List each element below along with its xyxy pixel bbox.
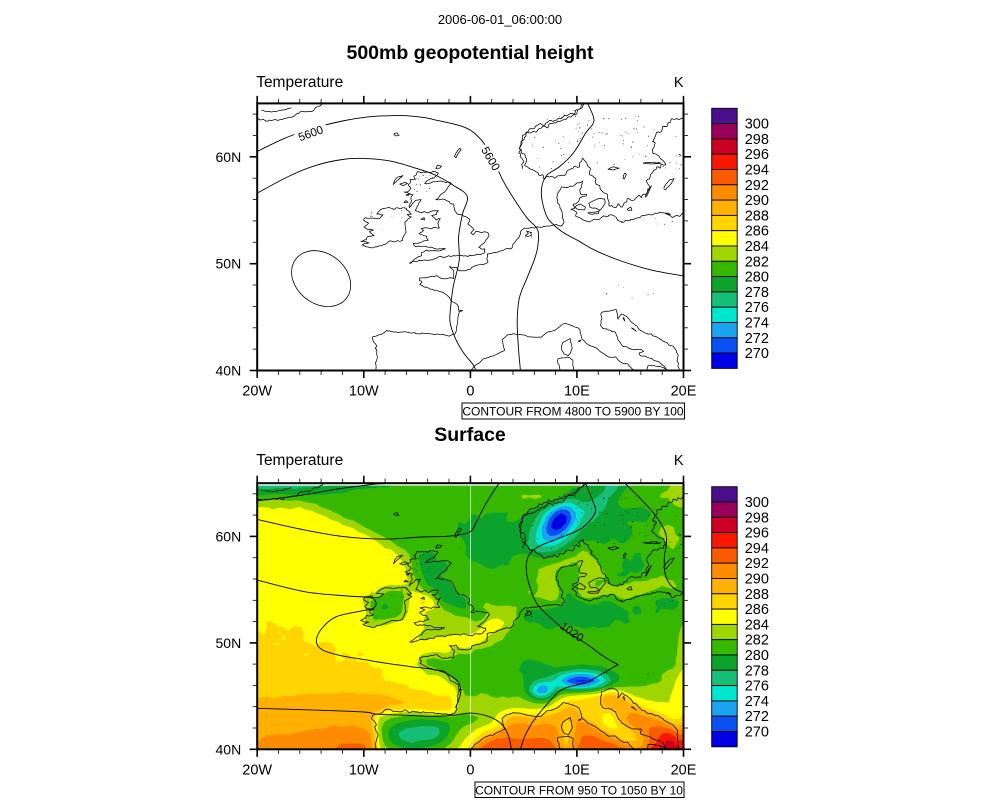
svg-text:282: 282 <box>745 254 769 270</box>
svg-text:292: 292 <box>745 178 769 194</box>
svg-text:274: 274 <box>745 694 769 710</box>
svg-text:270: 270 <box>745 725 769 741</box>
svg-text:282: 282 <box>745 633 769 649</box>
svg-text:CONTOUR FROM 950 TO 1050 BY 10: CONTOUR FROM 950 TO 1050 BY 10 <box>475 784 683 798</box>
svg-text:286: 286 <box>745 224 769 240</box>
svg-text:298: 298 <box>745 132 769 148</box>
svg-text:276: 276 <box>745 300 769 316</box>
svg-text:278: 278 <box>745 663 769 679</box>
svg-text:288: 288 <box>745 208 769 224</box>
svg-text:60N: 60N <box>216 149 242 165</box>
svg-text:Temperature: Temperature <box>256 74 343 91</box>
svg-text:284: 284 <box>745 617 769 633</box>
svg-text:10E: 10E <box>564 384 590 400</box>
svg-text:296: 296 <box>745 526 769 542</box>
svg-text:294: 294 <box>745 541 769 557</box>
svg-text:0: 0 <box>466 762 474 778</box>
svg-text:284: 284 <box>745 239 769 255</box>
svg-text:K: K <box>674 75 684 91</box>
svg-text:40N: 40N <box>216 363 242 379</box>
svg-text:2006-06-01_06:00:00: 2006-06-01_06:00:00 <box>438 12 562 27</box>
svg-text:50N: 50N <box>216 256 242 272</box>
svg-text:20W: 20W <box>242 384 272 400</box>
svg-text:290: 290 <box>745 572 769 588</box>
svg-text:60N: 60N <box>216 528 242 544</box>
svg-text:292: 292 <box>745 556 769 572</box>
svg-text:40N: 40N <box>216 741 242 757</box>
svg-text:10W: 10W <box>349 384 379 400</box>
svg-text:294: 294 <box>745 163 769 179</box>
svg-text:K: K <box>674 453 684 469</box>
svg-text:286: 286 <box>745 602 769 618</box>
svg-text:296: 296 <box>745 147 769 163</box>
svg-text:500mb geopotential height: 500mb geopotential height <box>346 42 594 64</box>
svg-text:10E: 10E <box>564 762 590 778</box>
svg-text:CONTOUR FROM 4800 TO 5900 BY 1: CONTOUR FROM 4800 TO 5900 BY 100 <box>462 405 684 419</box>
svg-text:272: 272 <box>745 709 769 725</box>
svg-text:50N: 50N <box>216 635 242 651</box>
svg-text:280: 280 <box>745 270 769 286</box>
svg-text:Temperature: Temperature <box>256 452 343 469</box>
svg-text:20W: 20W <box>242 762 272 778</box>
svg-text:300: 300 <box>745 117 769 133</box>
svg-text:276: 276 <box>745 679 769 695</box>
svg-text:270: 270 <box>745 346 769 362</box>
svg-text:288: 288 <box>745 587 769 603</box>
svg-text:290: 290 <box>745 193 769 209</box>
svg-text:20E: 20E <box>671 384 697 400</box>
svg-text:20E: 20E <box>671 762 697 778</box>
svg-text:Surface: Surface <box>434 424 506 446</box>
svg-text:0: 0 <box>466 384 474 400</box>
svg-text:272: 272 <box>745 331 769 347</box>
svg-text:298: 298 <box>745 510 769 526</box>
svg-text:274: 274 <box>745 316 769 332</box>
svg-text:280: 280 <box>745 648 769 664</box>
svg-text:278: 278 <box>745 285 769 301</box>
svg-text:300: 300 <box>745 495 769 511</box>
svg-text:10W: 10W <box>349 762 379 778</box>
